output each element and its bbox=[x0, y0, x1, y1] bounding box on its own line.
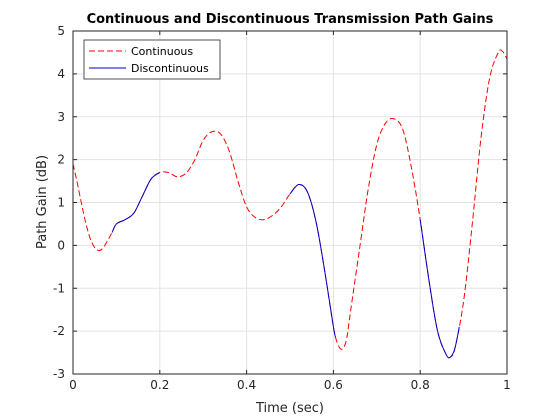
x-tick-label: 0.4 bbox=[237, 378, 256, 392]
y-tick-label: 5 bbox=[57, 24, 65, 38]
y-tick-label: -1 bbox=[53, 281, 65, 295]
series-segment-discontinuous bbox=[111, 172, 161, 233]
x-tick-label: 1 bbox=[503, 378, 511, 392]
series-layer bbox=[72, 49, 508, 359]
series-segment-discontinuous bbox=[419, 219, 460, 359]
y-tick-label: 2 bbox=[57, 153, 65, 167]
y-tick-label: 0 bbox=[57, 238, 65, 252]
legend-box bbox=[83, 39, 221, 80]
y-tick-label: 1 bbox=[57, 196, 65, 210]
x-axis-label: Time (sec) bbox=[255, 401, 324, 416]
chart-title: Continuous and Discontinuous Transmissio… bbox=[87, 12, 494, 27]
x-tick-label: 0 bbox=[69, 378, 77, 392]
x-tick-label: 0.2 bbox=[150, 378, 169, 392]
y-tick-label: 4 bbox=[57, 67, 65, 81]
x-tick-label: 0.6 bbox=[324, 378, 343, 392]
legend-label-continuous: Continuous bbox=[131, 45, 193, 58]
legend: Continuous Discontinuous bbox=[83, 39, 221, 80]
series-segment-discontinuous bbox=[289, 183, 337, 338]
y-tick-label: 3 bbox=[57, 110, 65, 124]
y-tick-label: -2 bbox=[53, 324, 65, 338]
legend-label-discontinuous: Discontinuous bbox=[131, 62, 209, 75]
y-axis-label: Path Gain (dB) bbox=[35, 155, 50, 249]
y-tick-label: -3 bbox=[53, 367, 65, 381]
ticks: 0 0.2 0.4 0.6 0.8 1 -3 -2 -1 0 1 2 3 4 5 bbox=[53, 24, 511, 392]
x-tick-label: 0.8 bbox=[411, 378, 430, 392]
